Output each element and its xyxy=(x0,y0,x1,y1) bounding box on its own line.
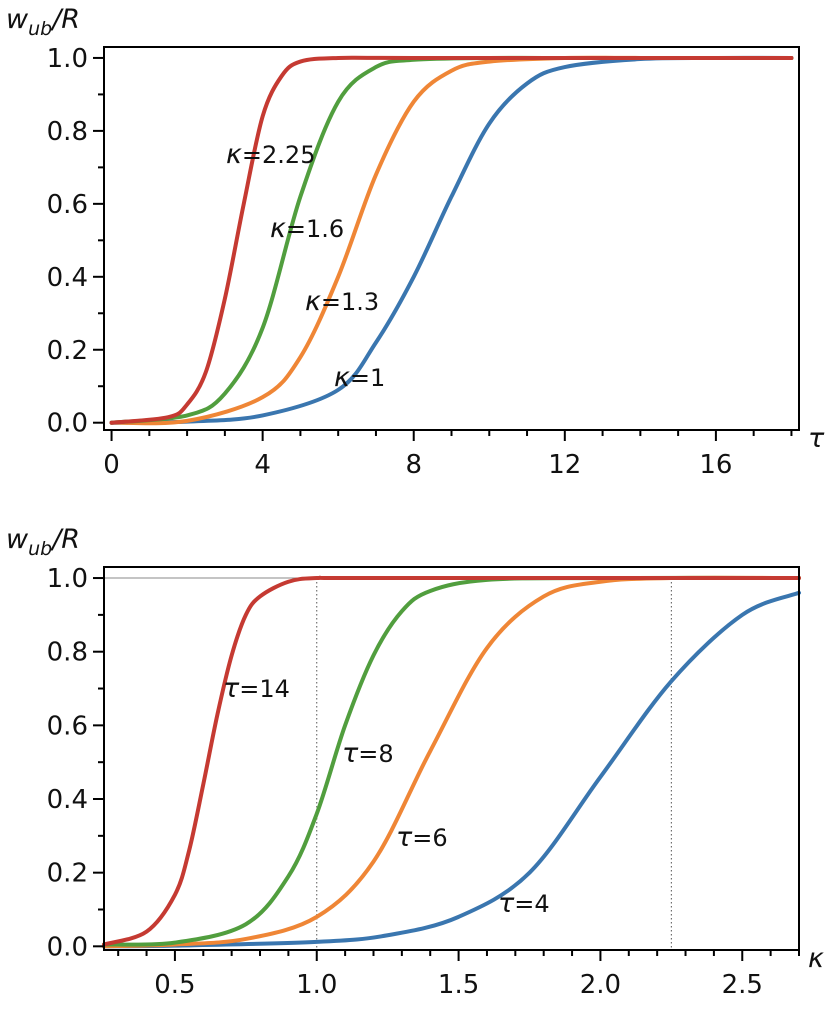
curve-label-kappa-1.6: κ=1.6 xyxy=(270,213,344,244)
x-tick-label: 8 xyxy=(405,450,422,480)
x-tick-label: 0.5 xyxy=(154,970,195,1000)
y-tick-label: 0.4 xyxy=(47,263,88,293)
series-line-κ=1 xyxy=(109,55,794,425)
series-line-κ=1.6 xyxy=(109,55,794,425)
curve-label-tau-14: τ=14 xyxy=(223,673,290,704)
x-tick-label: 2.5 xyxy=(722,970,763,1000)
y-tick-label: 0.0 xyxy=(47,932,88,962)
y-tick-label: 0.2 xyxy=(47,336,88,366)
series-line-τ=4 xyxy=(102,590,801,949)
curve-label-kappa-1.3: κ=1.3 xyxy=(305,286,379,317)
y-tick-label: 0.2 xyxy=(47,859,88,889)
curve-label-tau-8: τ=8 xyxy=(342,738,394,769)
series-line-κ=2.25 xyxy=(109,55,794,425)
x-axis-title: τ xyxy=(808,423,825,454)
x-tick-label: 1.0 xyxy=(296,970,337,1000)
y-axis-title: wub/R xyxy=(6,524,80,560)
x-axis-title: κ xyxy=(808,943,824,974)
y-tick-label: 0.8 xyxy=(47,117,88,147)
y-tick-label: 0.6 xyxy=(47,711,88,741)
plot-frame xyxy=(103,566,800,951)
curve-label-kappa-2.25: κ=2.25 xyxy=(226,139,315,170)
y-tick-label: 0.8 xyxy=(47,638,88,668)
curve-label-tau-4: τ=4 xyxy=(498,888,550,919)
x-tick-label: 16 xyxy=(699,450,732,480)
plot-frame xyxy=(103,46,800,431)
x-tick-label: 4 xyxy=(254,450,271,480)
x-tick-label: 0 xyxy=(103,450,120,480)
series-line-κ=1.3 xyxy=(109,55,794,426)
series-line-τ=14 xyxy=(102,575,801,947)
curve-label-tau-6: τ=6 xyxy=(396,822,448,853)
y-tick-label: 1.0 xyxy=(47,564,88,594)
x-tick-label: 1.5 xyxy=(438,970,479,1000)
panel-tau: 0.0 0.2 0.4 0.6 0.8 1.0 0 4 8 12 16 wub/R τ κ=2.25… xyxy=(6,4,825,480)
y-tick-label: 0.0 xyxy=(47,409,88,439)
panel-kappa: 0.00.20.40.60.81.00.5 1.0 1.5 2.0 2.5 wub/R … xyxy=(6,524,824,1000)
y-tick-label: 0.6 xyxy=(47,190,88,220)
x-tick-label: 2.0 xyxy=(580,970,621,1000)
curve-label-kappa-1: κ=1 xyxy=(334,362,385,393)
y-tick-label: 1.0 xyxy=(47,44,88,74)
x-tick-label: 12 xyxy=(548,450,581,480)
y-axis-title: wub/R xyxy=(6,4,80,40)
y-tick-label: 0.4 xyxy=(47,785,88,815)
